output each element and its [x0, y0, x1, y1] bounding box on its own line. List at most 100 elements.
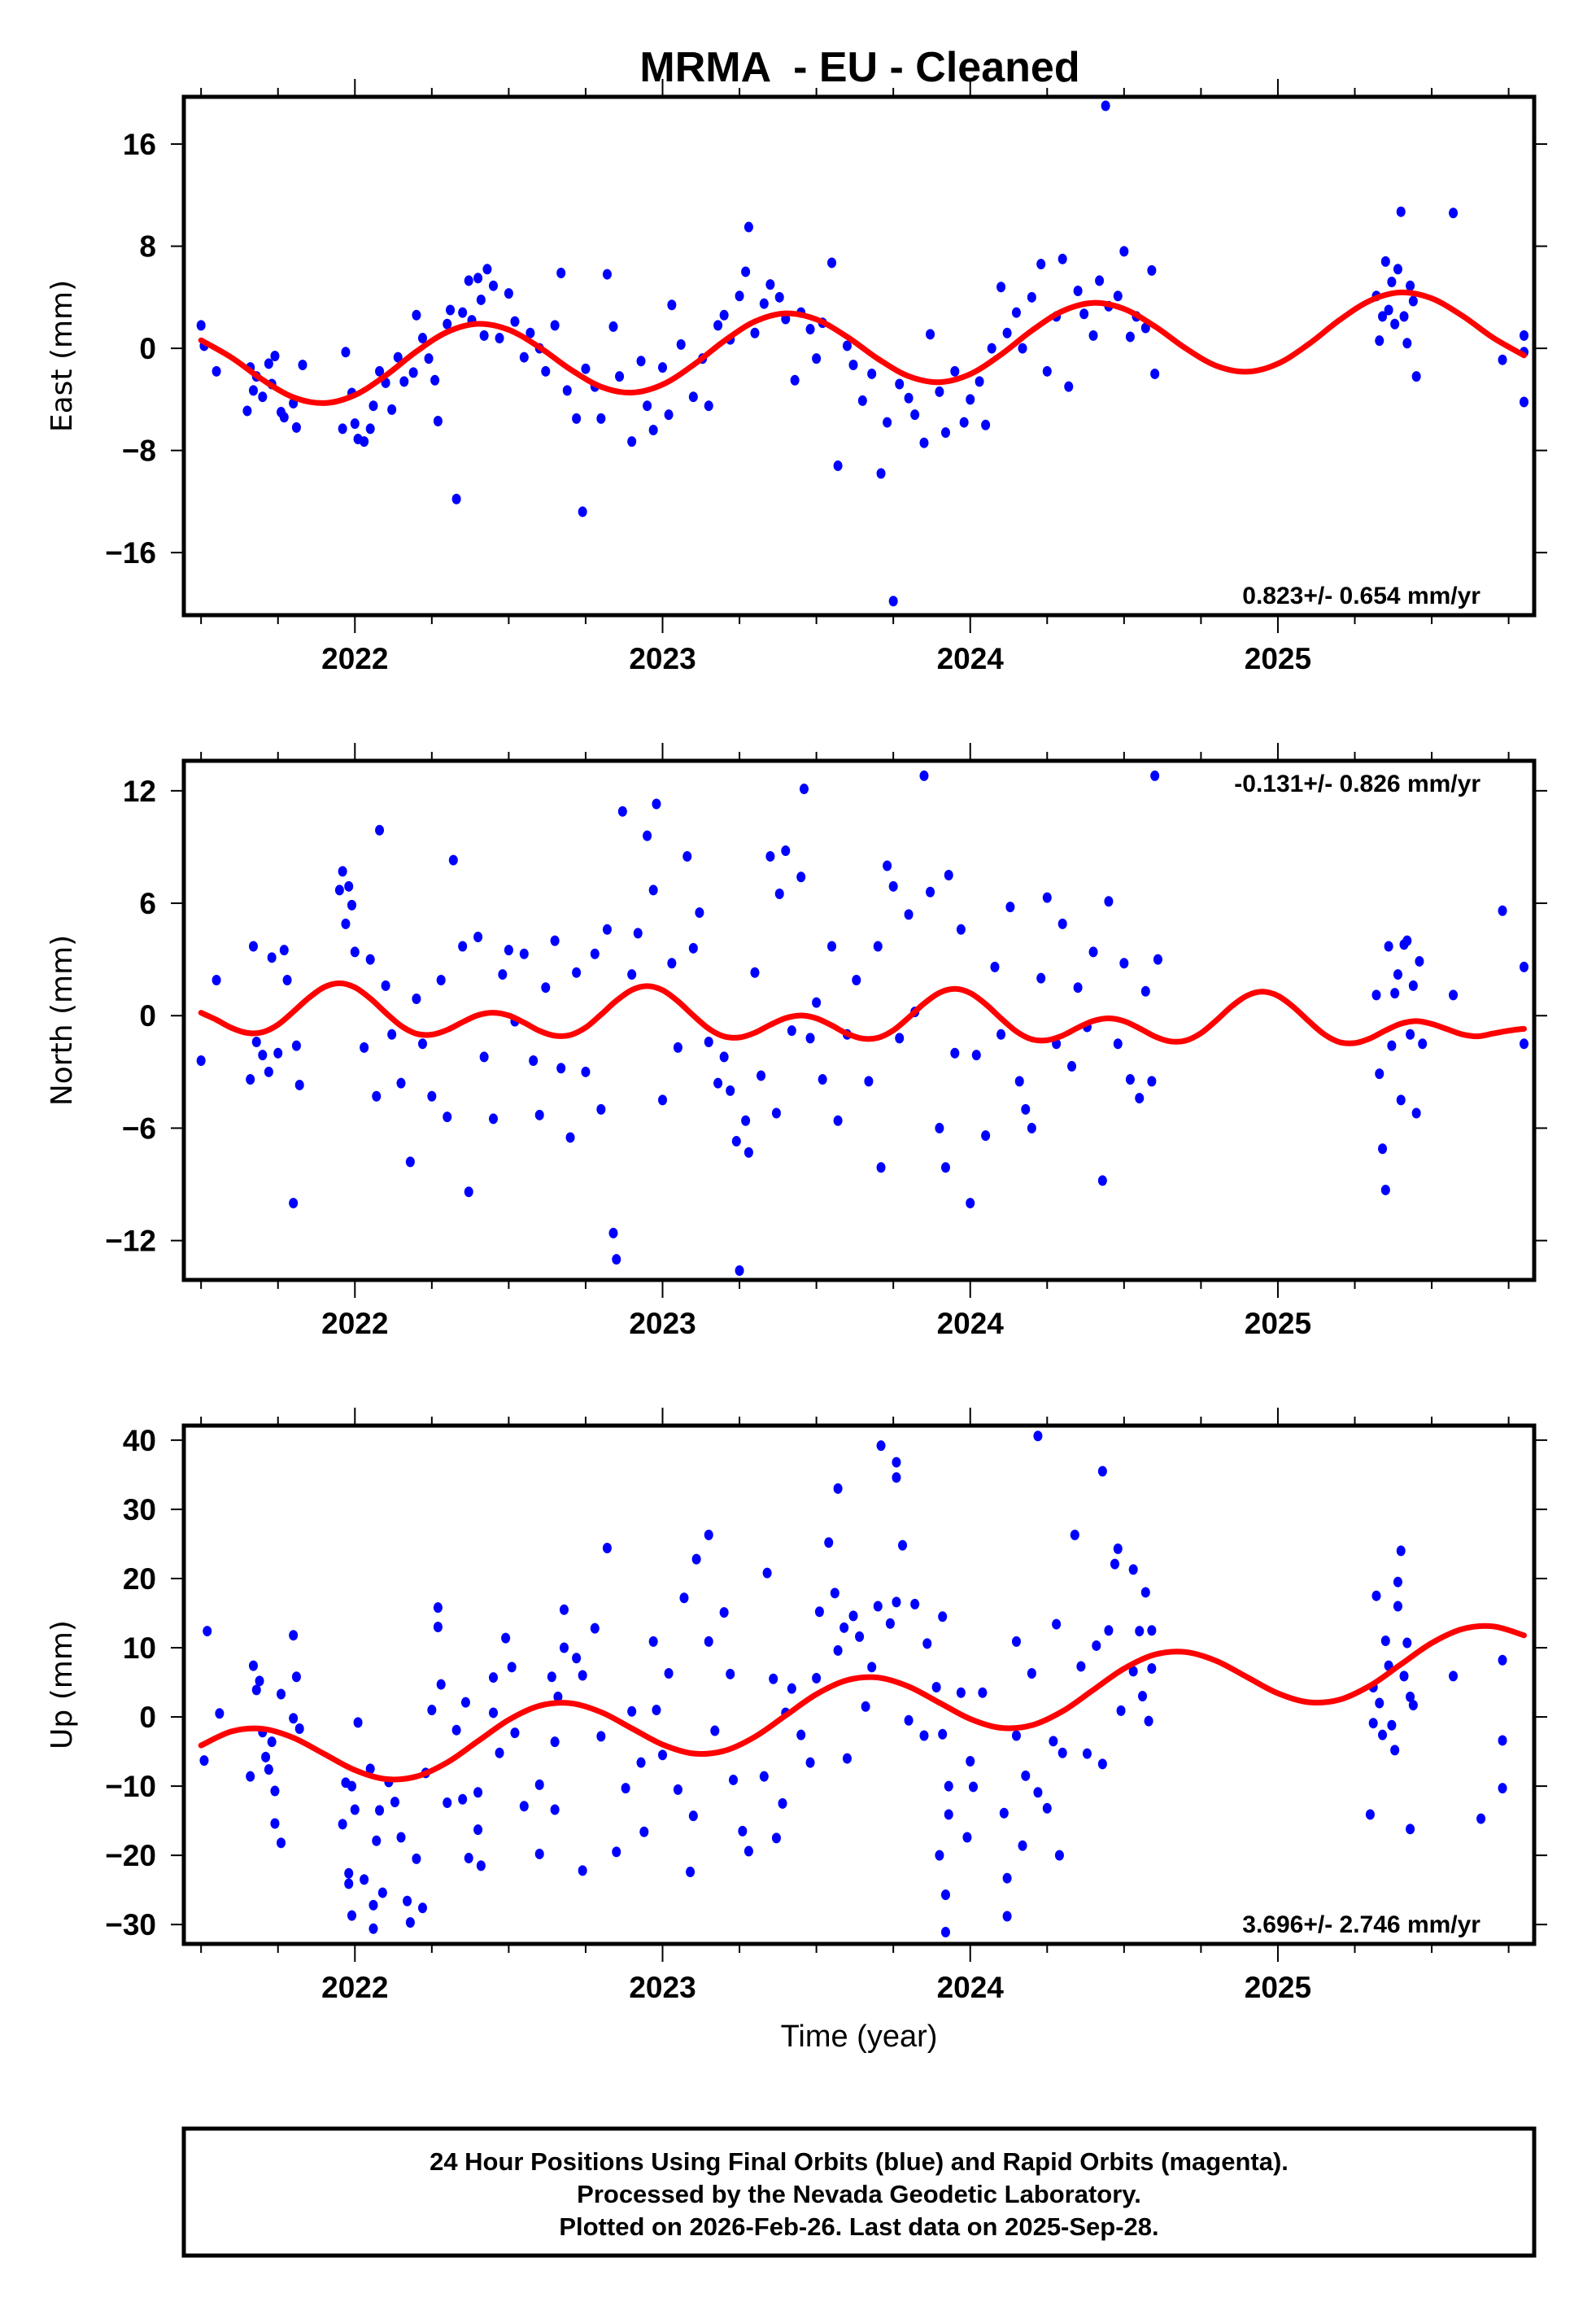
data-point — [769, 1673, 778, 1684]
data-point — [652, 1705, 661, 1716]
data-point — [199, 1755, 209, 1767]
data-point — [827, 941, 837, 952]
data-point — [759, 298, 769, 309]
data-point — [495, 333, 504, 344]
data-point — [341, 347, 351, 358]
data-point — [950, 1047, 960, 1059]
data-point — [270, 351, 280, 361]
data-point — [861, 1701, 870, 1712]
data-point — [888, 880, 898, 892]
data-point — [334, 884, 344, 896]
data-point — [1018, 343, 1027, 354]
data-point — [572, 413, 582, 424]
data-point — [1113, 1543, 1123, 1554]
data-point — [812, 1672, 822, 1684]
data-point — [950, 365, 960, 377]
data-point — [1097, 1758, 1107, 1770]
data-point — [1449, 207, 1459, 219]
data-point — [1027, 1122, 1036, 1133]
data-point — [969, 1781, 979, 1793]
data-point — [347, 1780, 357, 1792]
data-point — [427, 1090, 437, 1102]
data-point — [298, 359, 307, 370]
data-point — [658, 1094, 668, 1106]
data-point — [864, 1076, 874, 1087]
data-point — [550, 935, 560, 946]
data-point — [814, 1606, 824, 1618]
data-point — [282, 974, 292, 985]
data-point — [436, 1679, 446, 1690]
data-point — [1375, 335, 1385, 347]
x-tick-label: 2023 — [629, 1307, 696, 1340]
data-point — [636, 356, 646, 367]
data-point — [1378, 311, 1388, 322]
up-fit-curve — [198, 1622, 1527, 1783]
data-point — [719, 309, 729, 321]
x-tick-label: 2022 — [321, 642, 388, 675]
data-point — [365, 1763, 375, 1775]
data-point — [876, 1162, 886, 1173]
data-point — [264, 358, 273, 369]
data-point — [396, 1077, 406, 1089]
data-point — [738, 1825, 748, 1837]
data-point — [1498, 354, 1507, 365]
data-point — [774, 889, 784, 900]
data-point — [510, 316, 520, 327]
data-point — [608, 1227, 618, 1238]
data-point — [1520, 961, 1529, 972]
y-tick-label: −16 — [105, 536, 156, 570]
data-point — [842, 1753, 852, 1764]
data-point — [1042, 892, 1052, 903]
data-point — [648, 425, 658, 435]
data-point — [464, 1186, 473, 1198]
data-point — [1079, 308, 1089, 320]
data-point — [735, 290, 744, 302]
data-point — [246, 1771, 255, 1782]
data-point — [1476, 1813, 1486, 1824]
data-point — [735, 1264, 744, 1276]
data-point — [704, 1636, 713, 1647]
data-point — [944, 1809, 953, 1820]
data-point — [279, 412, 289, 423]
data-point — [1399, 311, 1409, 322]
data-point — [728, 1774, 738, 1785]
data-point — [750, 967, 760, 978]
footer-line-processed: Processed by the Nevada Geodetic Laborat… — [577, 2180, 1141, 2208]
data-point — [926, 886, 935, 898]
data-point — [1393, 1576, 1402, 1588]
data-point — [289, 1713, 299, 1724]
data-point — [904, 909, 914, 920]
data-point — [996, 1029, 1006, 1040]
data-point — [648, 1636, 658, 1647]
data-point — [289, 1630, 299, 1641]
north-plot-frame — [181, 758, 1537, 1282]
data-point — [405, 1156, 415, 1168]
data-point — [464, 1853, 473, 1864]
data-point — [842, 340, 852, 352]
data-point — [1042, 365, 1052, 377]
data-point — [867, 1662, 877, 1673]
data-point — [962, 1832, 972, 1843]
x-tick-label: 2023 — [629, 642, 696, 675]
data-point — [273, 1047, 283, 1059]
data-point — [1399, 1671, 1409, 1682]
data-point — [473, 273, 483, 284]
data-point — [562, 385, 572, 396]
data-point — [839, 1622, 849, 1633]
data-point — [1140, 322, 1150, 334]
data-point — [627, 1705, 637, 1717]
data-point — [417, 1038, 427, 1050]
data-point — [940, 1927, 950, 1938]
data-point — [248, 1660, 258, 1671]
data-point — [1049, 1736, 1058, 1747]
data-point — [424, 353, 434, 365]
data-point — [848, 359, 858, 370]
data-point — [892, 1596, 901, 1608]
data-point — [757, 1070, 766, 1081]
data-point — [1402, 338, 1412, 349]
east-data-points — [196, 100, 1529, 607]
data-point — [1002, 1911, 1012, 1922]
data-point — [833, 1483, 843, 1494]
data-point — [682, 850, 692, 862]
